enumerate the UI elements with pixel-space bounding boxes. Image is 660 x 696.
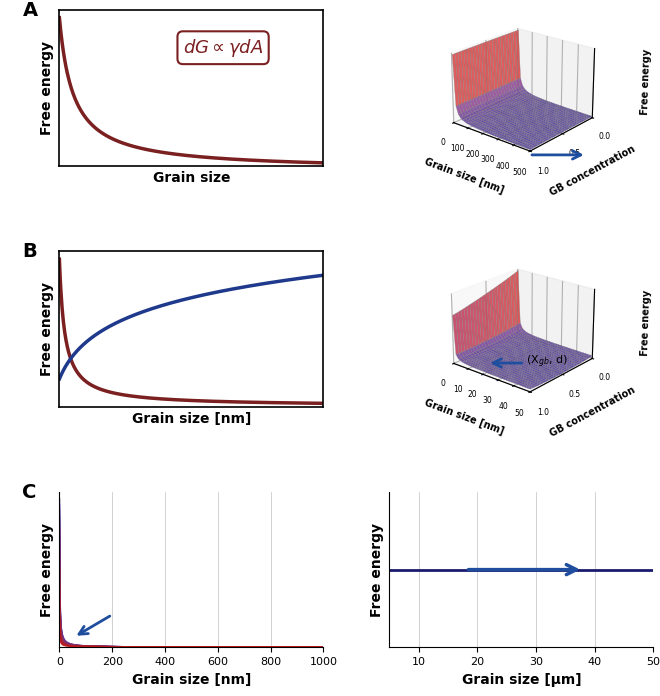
X-axis label: Grain size [nm]: Grain size [nm] [132, 412, 251, 426]
X-axis label: Grain size [nm]: Grain size [nm] [132, 672, 251, 686]
X-axis label: Grain size [μm]: Grain size [μm] [461, 672, 581, 686]
Y-axis label: Free energy: Free energy [40, 41, 54, 135]
X-axis label: Grain size: Grain size [152, 171, 230, 185]
X-axis label: Grain size [nm]: Grain size [nm] [423, 397, 506, 436]
Y-axis label: GB concentration: GB concentration [548, 144, 638, 198]
Text: $dG \propto \gamma dA$: $dG \propto \gamma dA$ [183, 37, 263, 58]
Y-axis label: Free energy: Free energy [370, 523, 384, 617]
Text: (X$_{gb}$, d): (X$_{gb}$, d) [526, 354, 568, 370]
Y-axis label: Free energy: Free energy [40, 523, 54, 617]
Text: B: B [22, 242, 37, 261]
Text: A: A [22, 1, 38, 20]
Y-axis label: GB concentration: GB concentration [548, 385, 638, 438]
Y-axis label: Free energy: Free energy [40, 282, 54, 376]
X-axis label: Grain size [nm]: Grain size [nm] [423, 157, 506, 196]
Text: C: C [22, 482, 37, 502]
